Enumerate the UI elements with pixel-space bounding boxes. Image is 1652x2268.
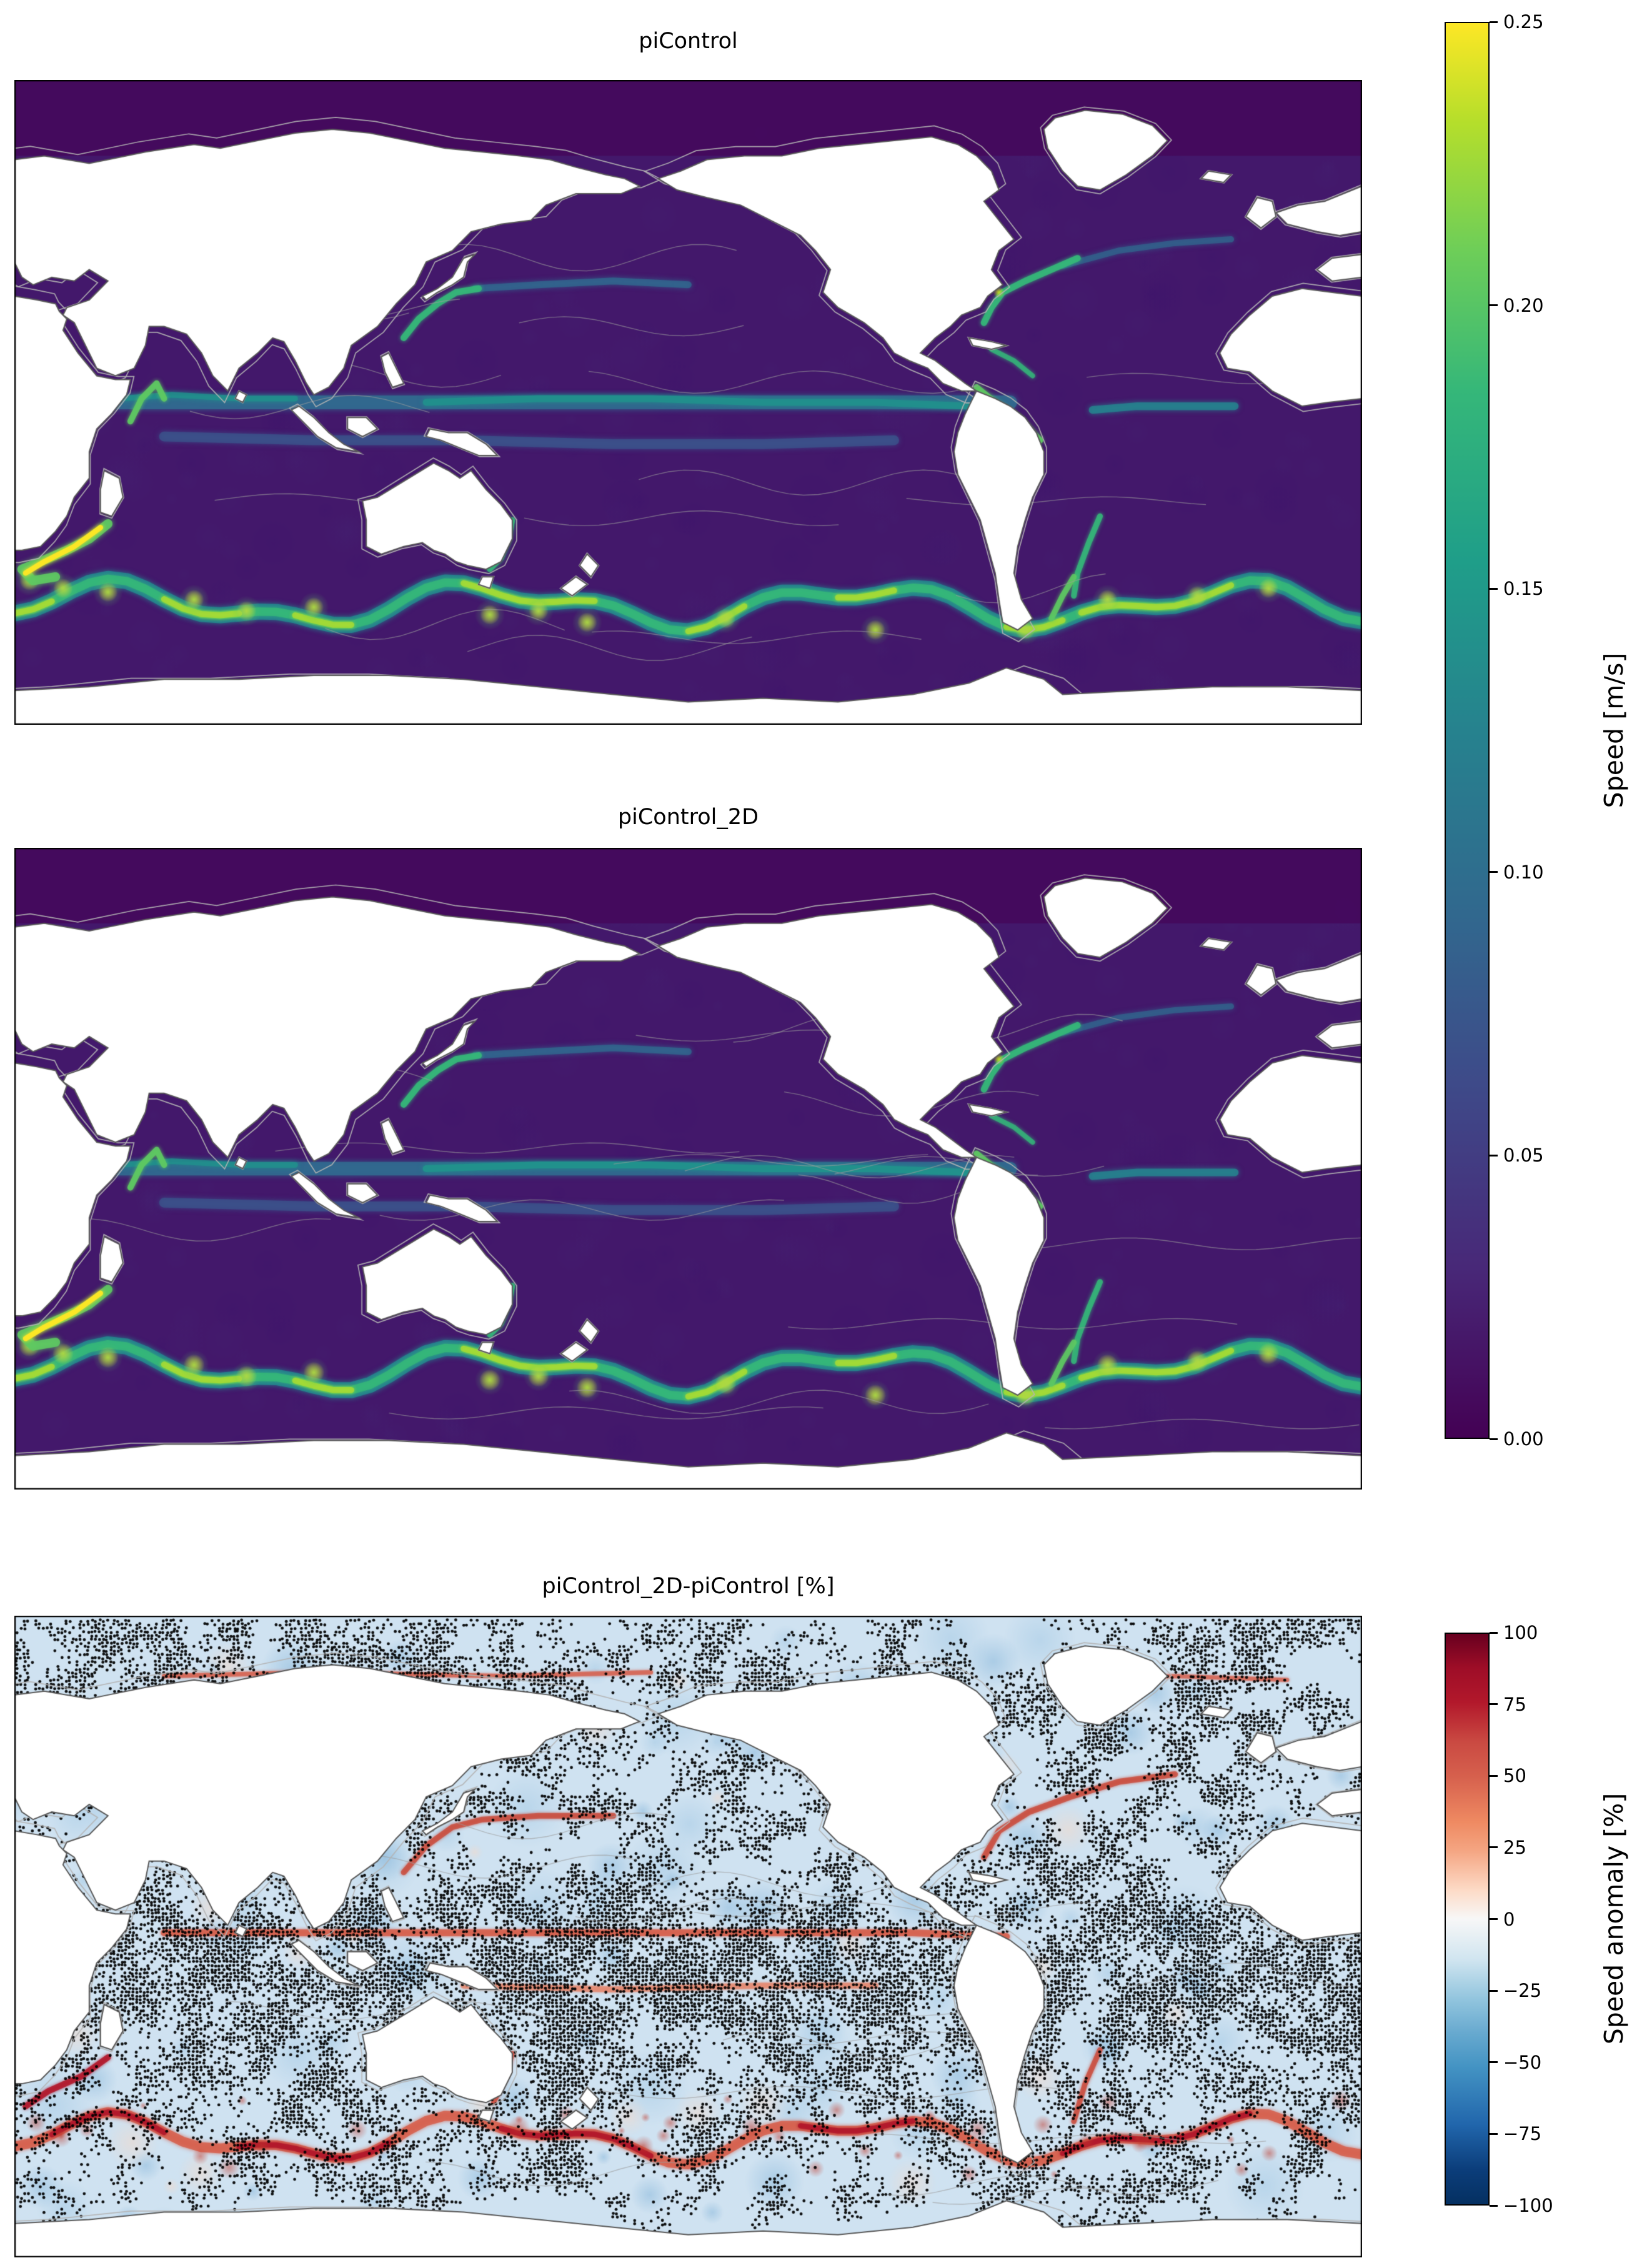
colorbar-tick-label: −100	[1503, 2195, 1553, 2216]
colorbar-tick	[1490, 587, 1498, 590]
colorbar-tick-label: 0.05	[1503, 1145, 1544, 1166]
colorbar-tick	[1490, 1154, 1498, 1156]
map-picontrol-2d	[14, 848, 1362, 1490]
colorbar-tick	[1490, 1846, 1498, 1849]
colorbar-tick	[1490, 1631, 1498, 1634]
colorbar-tick-label: 100	[1503, 1622, 1538, 1643]
colorbar-tick	[1490, 1438, 1498, 1440]
colorbar-anomaly-gradient	[1446, 1634, 1488, 2204]
colorbar-tick-label: 0.00	[1503, 1428, 1544, 1450]
colorbar-tick	[1490, 2204, 1498, 2207]
colorbar-tick-label: 25	[1503, 1836, 1526, 1858]
colorbar-tick-label: −25	[1503, 1980, 1542, 2002]
colorbar-speed-label: Speed [m/s]	[1599, 652, 1629, 808]
colorbar-anomaly	[1445, 1633, 1490, 2206]
colorbar-tick-label: 50	[1503, 1765, 1526, 1787]
colorbar-tick-label: 0.15	[1503, 578, 1544, 600]
colorbar-tick	[1490, 2132, 1498, 2135]
colorbar-tick-label: 0	[1503, 1908, 1515, 1930]
colorbar-tick-label: 0.25	[1503, 11, 1544, 32]
colorbar-tick	[1490, 2061, 1498, 2064]
colorbar-anomaly-label: Speed anomaly [%]	[1599, 1793, 1629, 2045]
colorbar-tick-label: 0.10	[1503, 861, 1544, 883]
colorbar-tick	[1490, 21, 1498, 23]
colorbar-tick-label: 0.20	[1503, 294, 1544, 316]
map-anomaly	[14, 1616, 1362, 2257]
colorbar-tick	[1490, 1918, 1498, 1920]
panel-title-picontrol-2d: piControl_2D	[617, 805, 759, 830]
panel-title-picontrol: piControl	[639, 29, 738, 54]
map-picontrol	[14, 80, 1362, 725]
colorbar-speed	[1445, 22, 1490, 1439]
panel-title-anomaly: piControl_2D-piControl [%]	[542, 1574, 835, 1599]
colorbar-tick	[1490, 1703, 1498, 1706]
colorbar-tick-label: −50	[1503, 2051, 1542, 2073]
colorbar-tick	[1490, 1989, 1498, 1992]
colorbar-tick	[1490, 871, 1498, 873]
colorbar-speed-gradient	[1446, 23, 1488, 1438]
colorbar-tick	[1490, 304, 1498, 307]
colorbar-tick-label: 75	[1503, 1693, 1526, 1715]
colorbar-tick	[1490, 1774, 1498, 1777]
colorbar-tick-label: −75	[1503, 2123, 1542, 2145]
